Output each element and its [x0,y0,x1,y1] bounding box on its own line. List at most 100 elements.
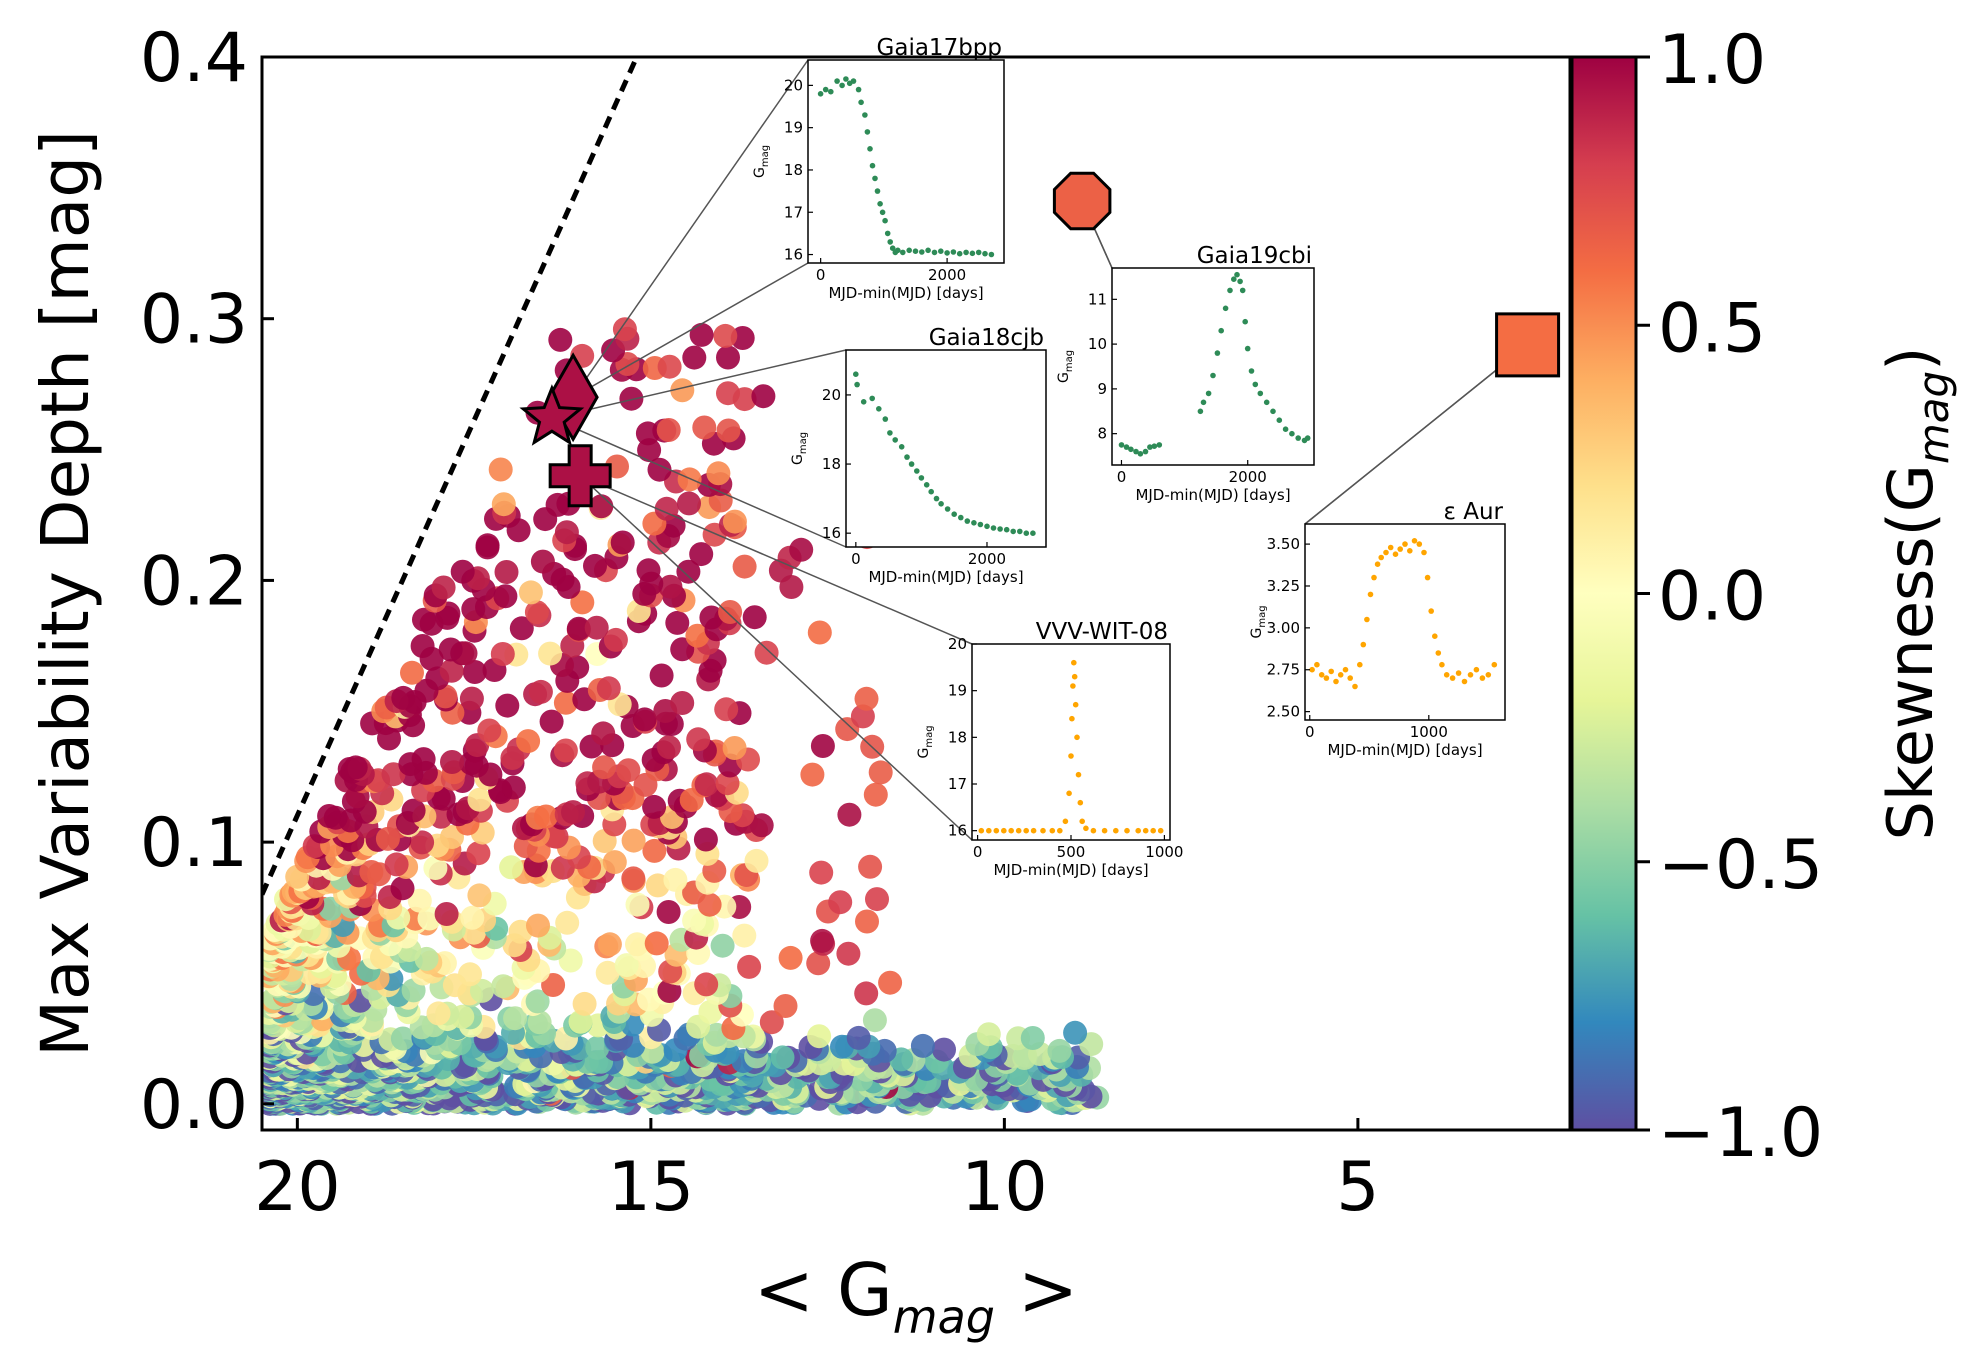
inset-point [1068,753,1074,759]
inset-point [1101,827,1108,834]
colorbar-tick-label: −0.5 [1658,826,1823,905]
scatter-point [526,913,550,938]
inset-point [931,249,938,256]
scatter-point [516,729,541,754]
inset-point [1200,399,1207,406]
scatter-point [359,860,384,884]
inset-point [1378,554,1384,561]
marker-vvv-wit-08 [548,444,612,508]
inset-point [1062,818,1069,825]
scatter-point [614,953,639,978]
inset-point [877,201,883,207]
scatter-point [499,855,524,880]
scatter-point [682,345,707,370]
inset-point [958,514,964,521]
scatter-point [854,686,879,711]
inset-point [884,230,891,237]
inset-point [1124,827,1130,834]
inset-y-tick-label: 16 [822,524,841,542]
scatter-point [493,584,518,609]
inset-point [1142,448,1149,455]
scatter-point [809,860,834,885]
inset-point [1352,683,1358,690]
scatter-point [538,641,563,666]
y-tick-label: 0.0 [140,1066,248,1145]
inset-y-tick-label: 11 [1088,290,1107,308]
colorbar [1570,55,1638,1132]
inset-point [1123,444,1130,450]
scatter-point [665,610,690,635]
scatter-point [732,554,757,579]
inset-point [1397,546,1403,552]
inset-point [895,247,901,254]
scatter-point [810,734,835,758]
leader-line [572,262,809,398]
inset-x-tick-label: 2000 [1229,468,1267,486]
inset-point [1231,276,1237,283]
inset-point [1387,544,1394,551]
inset-title: Gaia18cjb [929,325,1044,351]
scatter-point [682,908,707,933]
inset-x-tick-label: 1000 [1145,843,1183,861]
inset-point [1133,448,1139,455]
scatter-point [434,902,459,926]
scatter-point [677,491,701,516]
scatter-point [778,945,803,970]
scatter-points [262,57,1110,1116]
inset-vvv-wit-08: 0 500 1000 16 17 18 19 20 MJD-min(MJD) [days] Gma… [916,619,1183,879]
scatter-point [524,600,549,625]
inset-point [1479,675,1486,681]
scatter-point [603,627,628,652]
inset-y-tick-label: 20 [822,386,841,404]
scatter-point [806,951,831,976]
inset-point [1416,541,1423,547]
scatter-point [460,905,485,930]
scatter-point [677,467,702,492]
inset-point [1015,827,1022,834]
scatter-point [440,825,464,849]
colorbar-tick-label: 0.5 [1658,289,1766,368]
inset-point [1347,675,1353,681]
scatter-point [401,798,426,823]
inset-x-label: MJD-min(MJD) [days] [1327,741,1482,759]
inset-point [1367,591,1374,598]
inset-point [1030,530,1036,536]
inset-point [1023,530,1030,536]
inset-point [1008,827,1014,834]
scatter-point [649,663,674,688]
inset-point [912,248,919,254]
scatter-point [525,989,550,1014]
inset-point [1150,827,1156,834]
inset-point [923,482,930,488]
inset-point [938,248,944,254]
y-tick-label: 0.4 [140,19,248,98]
inset-point [1072,701,1079,708]
scatter-point [647,457,672,482]
inset-point [1118,442,1125,448]
scatter-point [384,852,409,877]
y-tick-label: 0.3 [140,281,248,360]
inset-y-tick-label: 18 [784,161,803,179]
inset-y-tick-label: 2.75 [1267,661,1300,679]
marker-aur [1495,312,1561,378]
inset-y-label: Gmag [790,432,809,465]
inset-title: Gaia19cbi [1197,243,1312,269]
inset-y-tick-label: 3.00 [1267,619,1300,637]
inset-point [1070,683,1076,689]
scatter-point [722,509,747,534]
inset-point [869,162,876,169]
scatter-point [553,690,578,715]
inset-point [862,112,868,118]
scatter-point [467,883,492,908]
inset-point [834,78,840,84]
inset-x-tick-label: 2000 [968,550,1006,568]
colorbar-tick-label: 1.0 [1658,21,1766,100]
scatter-point [619,386,644,411]
inset-point [1467,672,1474,678]
x-tick-label: 10 [961,1148,1048,1227]
inset-point [1295,435,1301,441]
leader-line [1304,344,1529,525]
inset-point [843,76,849,82]
inset-y-tick-label: 16 [784,246,803,264]
scatter-point [676,559,701,584]
